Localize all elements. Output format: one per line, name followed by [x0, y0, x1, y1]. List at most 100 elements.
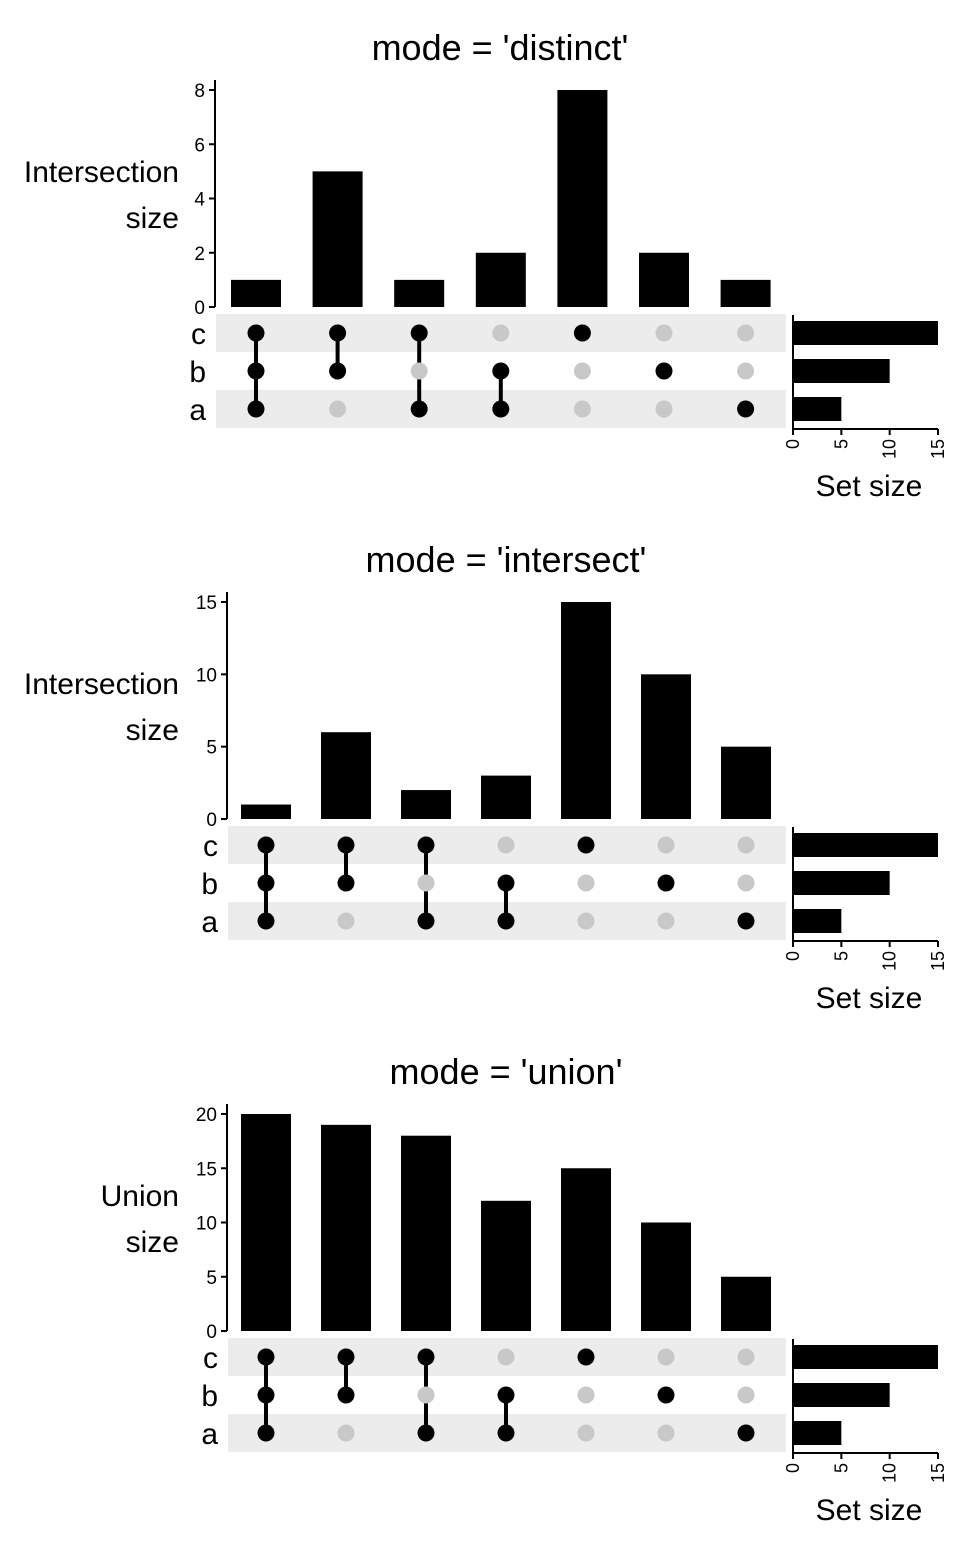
matrix-dot-inactive: [497, 1348, 515, 1366]
set-label: a: [201, 1418, 218, 1451]
y-tick-label: 6: [194, 135, 205, 156]
matrix-dot-active: [257, 912, 275, 930]
matrix-dot-active: [492, 362, 510, 380]
matrix-dot-active: [247, 400, 265, 418]
set-size-tick-label: 5: [831, 1463, 851, 1473]
matrix-dot-inactive: [577, 874, 595, 892]
set-size-bar: [793, 1421, 842, 1445]
intersection-bar: [481, 1200, 531, 1331]
matrix-dot-active: [410, 324, 428, 342]
set-size-tick-label: 10: [880, 439, 900, 459]
matrix-dot-inactive: [337, 1424, 355, 1442]
matrix-dot-inactive: [577, 1386, 595, 1404]
matrix-dot-active: [497, 1386, 515, 1404]
intersection-bar: [557, 90, 608, 307]
set-label: c: [203, 1342, 218, 1375]
matrix-dot-active: [247, 362, 265, 380]
intersection-bar: [394, 279, 445, 307]
intersection-bar: [721, 746, 771, 819]
chart-title: mode = 'intersect': [366, 539, 647, 580]
matrix-dot-inactive: [737, 836, 755, 854]
matrix-dot-active: [577, 1348, 595, 1366]
intersection-bar: [641, 1222, 691, 1331]
matrix-dot-inactive: [329, 400, 347, 418]
set-size-tick-label: 5: [831, 951, 851, 961]
matrix-dot-active: [655, 362, 673, 380]
matrix-dot-inactive: [737, 874, 755, 892]
set-label: a: [201, 906, 218, 939]
intersection-bar: [231, 279, 281, 307]
matrix-dot-active: [257, 1386, 275, 1404]
matrix-dot-inactive: [657, 836, 675, 854]
set-size-axis-label: Set size: [816, 1494, 923, 1527]
y-tick-label: 2: [194, 244, 205, 265]
matrix-dot-inactive: [417, 874, 435, 892]
matrix-dot-active: [329, 362, 347, 380]
y-axis-label: size: [126, 714, 179, 747]
set-label: b: [201, 1380, 218, 1413]
set-size-bar: [793, 833, 938, 857]
intersection-bar: [561, 1168, 611, 1331]
matrix-dot-active: [417, 912, 435, 930]
set-size-bar: [793, 321, 938, 345]
matrix-dot-active: [410, 400, 428, 418]
matrix-dot-active: [497, 874, 515, 892]
intersection-bar: [401, 1135, 451, 1331]
set-size-axis-label: Set size: [816, 470, 923, 503]
matrix-dot-inactive: [577, 912, 595, 930]
matrix-dot-inactive: [737, 1348, 755, 1366]
set-size-bar: [793, 909, 842, 933]
matrix-dot-active: [337, 1348, 355, 1366]
y-axis-label: Union: [101, 1180, 179, 1213]
matrix-dot-inactive: [497, 836, 515, 854]
y-tick-label: 0: [206, 1322, 217, 1343]
intersection-bar: [721, 1276, 771, 1331]
intersection-bar: [321, 732, 371, 819]
set-size-bar: [793, 359, 890, 383]
y-tick-label: 10: [196, 665, 217, 686]
set-size-tick-label: 0: [783, 951, 803, 961]
set-size-tick-label: 10: [880, 1463, 900, 1483]
y-tick-label: 20: [196, 1105, 217, 1126]
matrix-dot-inactive: [657, 1424, 675, 1442]
intersection-bar: [241, 1114, 291, 1331]
matrix-dot-inactive: [737, 324, 755, 342]
matrix-dot-inactive: [737, 362, 755, 380]
set-label: a: [189, 394, 206, 427]
intersection-bar: [241, 804, 291, 819]
matrix-dot-active: [417, 836, 435, 854]
set-size-tick-label: 5: [831, 439, 851, 449]
intersection-bar: [475, 252, 526, 307]
set-size-tick-label: 15: [928, 1463, 948, 1483]
matrix-dot-active: [492, 400, 510, 418]
intersection-bar: [401, 790, 451, 819]
y-tick-label: 5: [206, 1268, 217, 1289]
y-tick-label: 10: [196, 1214, 217, 1235]
matrix-dot-active: [417, 1424, 435, 1442]
y-axis-label: Intersection: [24, 668, 179, 701]
matrix-dot-active: [247, 324, 265, 342]
matrix-dot-inactive: [337, 912, 355, 930]
set-label: b: [201, 868, 218, 901]
matrix-dot-active: [657, 874, 675, 892]
matrix-dot-active: [329, 324, 347, 342]
set-size-tick-label: 0: [783, 1463, 803, 1473]
intersection-bar: [720, 279, 771, 307]
matrix-dot-active: [257, 1424, 275, 1442]
matrix-dot-inactive: [655, 324, 673, 342]
set-size-tick-label: 15: [928, 439, 948, 459]
matrix-dot-inactive: [573, 362, 591, 380]
chart-title: mode = 'union': [390, 1051, 623, 1092]
y-tick-label: 15: [196, 593, 217, 614]
matrix-dot-active: [657, 1386, 675, 1404]
y-tick-label: 5: [206, 738, 217, 759]
matrix-dot-active: [257, 1348, 275, 1366]
set-label: c: [191, 318, 206, 351]
y-axis-label: size: [126, 202, 179, 235]
intersection-bar: [641, 674, 691, 819]
matrix-dot-inactive: [410, 362, 428, 380]
set-size-axis-label: Set size: [816, 982, 923, 1015]
set-size-bar: [793, 871, 890, 895]
